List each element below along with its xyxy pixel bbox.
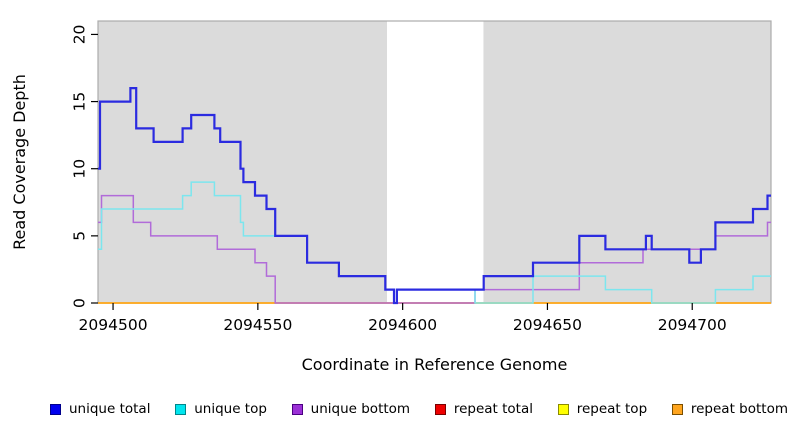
plot-area: 0 5 10 15 20 2094500 2094550 2094600 2094650 2094… — [71, 20, 772, 334]
legend-label: unique bottom — [310, 401, 411, 417]
legend: unique total unique top unique bottom re… — [50, 398, 788, 420]
legend-label: unique total — [69, 401, 151, 417]
legend-label: repeat bottom — [690, 401, 788, 417]
x-axis-title: Coordinate in Reference Genome — [301, 355, 568, 374]
legend-item-repeat-top: repeat top — [557, 401, 648, 417]
y-tick-label: 20 — [71, 25, 89, 45]
series-unique-total — [98, 87, 771, 305]
x-tick-label: 2094600 — [368, 316, 437, 334]
unique-bottom-swatch-icon — [291, 403, 303, 415]
unique-top-swatch-icon — [175, 403, 187, 415]
legend-item-unique-bottom: unique bottom — [291, 401, 411, 417]
legend-item-unique-top: unique top — [175, 401, 267, 417]
legend-label: repeat total — [453, 401, 533, 417]
y-tick-label: 10 — [71, 159, 89, 179]
legend-item-repeat-bottom: repeat bottom — [671, 401, 788, 417]
x-tick-label: 2094650 — [513, 316, 582, 334]
repeat-bottom-swatch-icon — [671, 403, 683, 415]
legend-item-repeat-total: repeat total — [434, 401, 533, 417]
repeat-top-swatch-icon — [557, 403, 569, 415]
y-tick-label: 5 — [71, 231, 89, 241]
legend-item-unique-total: unique total — [50, 401, 150, 417]
legend-label: repeat top — [576, 401, 648, 417]
gap-highlight-band — [387, 21, 484, 303]
x-tick-label: 2094700 — [658, 316, 727, 334]
y-tick-label: 15 — [71, 92, 89, 112]
x-tick-label: 2094550 — [223, 316, 292, 334]
y-tick-label: 0 — [71, 298, 89, 308]
x-tick-label: 2094500 — [79, 316, 148, 334]
unique-total-swatch-icon — [50, 403, 61, 415]
legend-label: unique top — [194, 401, 267, 417]
repeat-total-swatch-icon — [434, 403, 446, 415]
